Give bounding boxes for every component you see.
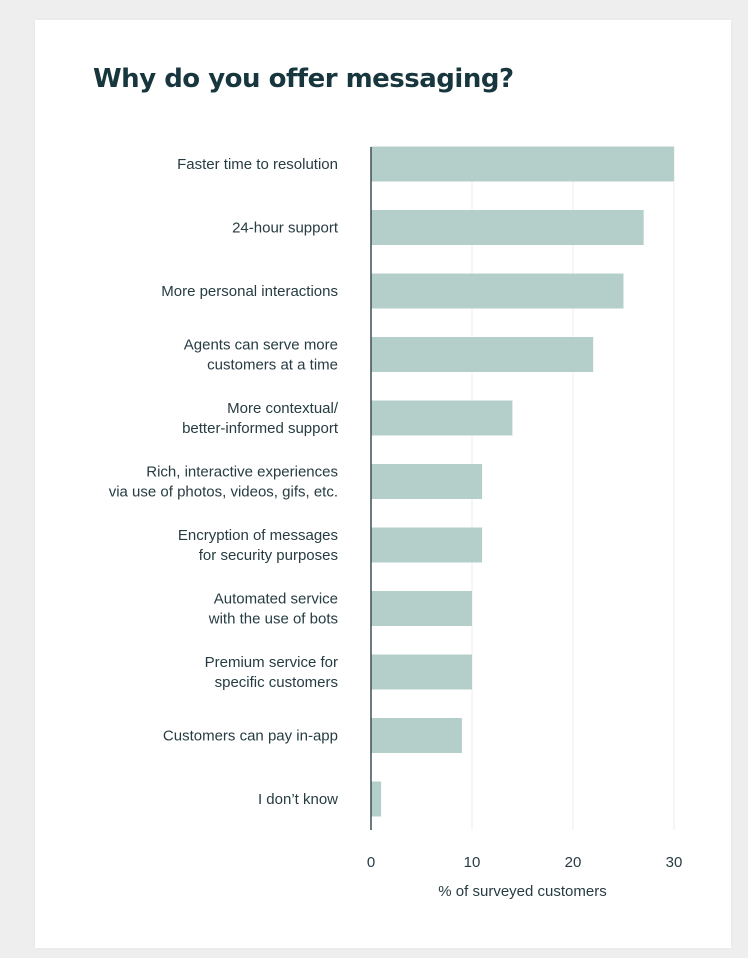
category-label: Customers can pay in-app bbox=[163, 728, 338, 745]
category-label: Automated service bbox=[214, 591, 338, 608]
bar bbox=[371, 337, 594, 372]
category-label: Rich, interactive experiences bbox=[146, 464, 338, 481]
category-label: Premium service for bbox=[205, 654, 338, 671]
bar bbox=[371, 718, 462, 753]
bars bbox=[371, 146, 674, 817]
category-label: I don’t know bbox=[258, 791, 338, 808]
category-label: via use of photos, videos, gifs, etc. bbox=[109, 484, 338, 501]
category-labels: Faster time to resolution 24-hour support… bbox=[109, 156, 339, 808]
bar bbox=[371, 146, 674, 182]
category-label: specific customers bbox=[215, 674, 338, 691]
category-label: More personal interactions bbox=[161, 283, 338, 300]
category-label: 24-hour support bbox=[232, 220, 339, 237]
bar bbox=[371, 781, 382, 817]
bar bbox=[371, 464, 483, 499]
x-tick-label: 20 bbox=[565, 854, 582, 871]
bar bbox=[371, 591, 472, 626]
bar bbox=[371, 527, 483, 563]
category-label: Faster time to resolution bbox=[177, 156, 338, 173]
x-tick-label: 0 bbox=[367, 854, 375, 871]
bar bbox=[371, 273, 624, 309]
category-label: better-informed support bbox=[182, 420, 339, 437]
x-axis-title: % of surveyed customers bbox=[438, 883, 606, 900]
x-tick-labels: 0 10 20 30 bbox=[367, 854, 683, 871]
bar bbox=[371, 210, 644, 245]
gridlines bbox=[471, 147, 675, 830]
category-label: Agents can serve more bbox=[184, 337, 338, 354]
category-label: with the use of bots bbox=[208, 611, 338, 628]
chart-title: Why do you offer messaging? bbox=[93, 64, 514, 94]
category-label: Encryption of messages bbox=[178, 527, 338, 544]
bar bbox=[371, 654, 472, 690]
category-label: for security purposes bbox=[199, 547, 338, 564]
category-label: customers at a time bbox=[207, 357, 338, 374]
x-tick-label: 30 bbox=[666, 854, 683, 871]
category-label: More contextual/ bbox=[227, 400, 339, 417]
bar bbox=[371, 400, 513, 436]
x-tick-label: 10 bbox=[464, 854, 481, 871]
